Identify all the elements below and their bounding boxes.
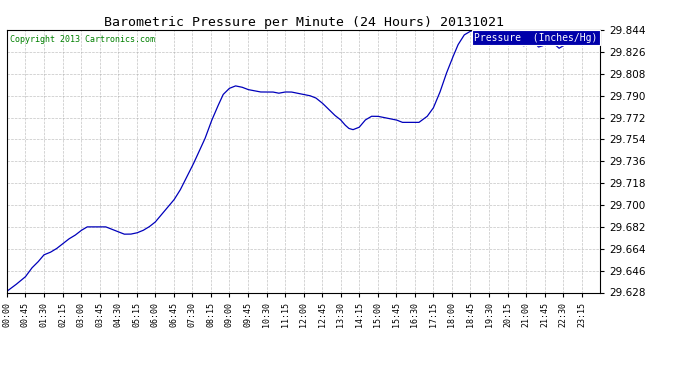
Text: Copyright 2013 Cartronics.com: Copyright 2013 Cartronics.com [10, 35, 155, 44]
Title: Barometric Pressure per Minute (24 Hours) 20131021: Barometric Pressure per Minute (24 Hours… [104, 16, 504, 29]
Text: Pressure  (Inches/Hg): Pressure (Inches/Hg) [474, 33, 598, 43]
